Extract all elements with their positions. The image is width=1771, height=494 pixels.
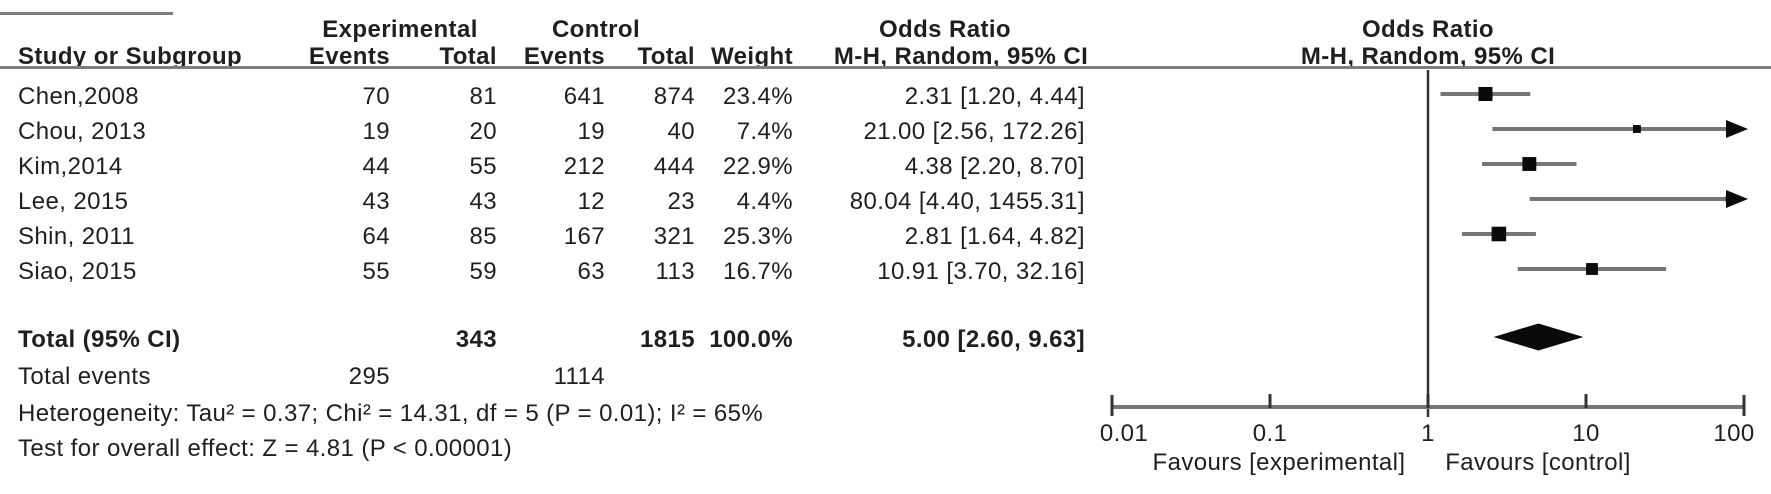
axis-tick-label: 100 — [1713, 420, 1755, 447]
cell-exp-total: 55 — [469, 153, 497, 180]
cell-weight: 4.4% — [736, 188, 793, 215]
table-row: Shin, 2011 64 85 167 321 25.3% 2.81 [1.64, 4.8… — [0, 222, 1771, 252]
cell-ctrl-events: 212 — [563, 153, 605, 180]
header-exp-total: Total — [439, 43, 497, 70]
cell-ci-text: 10.91 [3.70, 32.16] — [877, 258, 1085, 285]
cell-exp-events: 295 — [348, 363, 390, 390]
cell-ctrl-events: 63 — [577, 258, 605, 285]
header-mh-ci-plot: M-H, Random, 95% CI — [1300, 43, 1556, 70]
axis-tick-label: 10 — [1572, 420, 1600, 447]
cell-study: Lee, 2015 — [18, 188, 129, 215]
cell-exp-total: 343 — [455, 326, 497, 353]
cell-exp-events: 44 — [362, 153, 390, 180]
cell-ci-text: 21.00 [2.56, 172.26] — [863, 118, 1085, 145]
cell-ctrl-total: 444 — [653, 153, 695, 180]
table-row: Siao, 2015 55 59 63 113 16.7% 10.91 [3.70, 32.… — [0, 257, 1771, 287]
table-row: Kim,2014 44 55 212 444 22.9% 4.38 [2.20, 8.70] — [0, 152, 1771, 182]
top-left-rule-fragment — [0, 12, 173, 15]
cell-weight: 7.4% — [736, 118, 793, 145]
heterogeneity-text: Heterogeneity: Tau² = 0.37; Chi² = 14.31… — [18, 400, 764, 427]
header-mh-ci-text: M-H, Random, 95% CI — [833, 43, 1089, 70]
cell-ctrl-total: 40 — [667, 118, 695, 145]
cell-ci-text: 4.38 [2.20, 8.70] — [904, 153, 1085, 180]
favours-experimental-label: Favours [experimental] — [1152, 449, 1406, 476]
cell-ci-text: 2.81 [1.64, 4.82] — [904, 223, 1085, 250]
cell-exp-events: 70 — [362, 83, 390, 110]
cell-exp-total: 43 — [469, 188, 497, 215]
cell-ctrl-total: 1815 — [640, 326, 695, 353]
table-row: Chen,2008 70 81 641 874 23.4% 2.31 [1.20, 4.44… — [0, 82, 1771, 112]
cell-ci-text: 2.31 [1.20, 4.44] — [904, 83, 1085, 110]
cell-total-events-label: Total events — [18, 363, 151, 390]
cell-study: Shin, 2011 — [18, 223, 135, 250]
table-row: Chou, 2013 19 20 19 40 7.4% 21.00 [2.56, 172.2… — [0, 117, 1771, 147]
header-odds-ratio-text: Odds Ratio — [878, 16, 1012, 43]
cell-ctrl-events: 12 — [577, 188, 605, 215]
cell-ctrl-total: 23 — [667, 188, 695, 215]
header-experimental: Experimental — [322, 16, 478, 43]
cell-exp-total: 81 — [469, 83, 497, 110]
header-ctrl-events: Events — [523, 43, 605, 70]
cell-ctrl-events: 1114 — [553, 363, 605, 390]
cell-study: Kim,2014 — [18, 153, 123, 180]
cell-exp-total: 59 — [469, 258, 497, 285]
table-row: Lee, 2015 43 43 12 23 4.4% 80.04 [4.40, 1455.3… — [0, 187, 1771, 217]
cell-ctrl-events: 641 — [563, 83, 605, 110]
cell-total-label: Total (95% CI) — [18, 326, 181, 353]
cell-study: Siao, 2015 — [18, 258, 137, 285]
cell-weight: 25.3% — [722, 223, 793, 250]
header-ctrl-total: Total — [637, 43, 695, 70]
cell-ctrl-total: 113 — [655, 258, 695, 285]
axis-tick-label: 0.1 — [1252, 420, 1288, 447]
axis-tick-label: 1 — [1421, 420, 1435, 447]
header-control: Control — [551, 16, 641, 43]
axis-tick-label: 0.01 — [1099, 420, 1149, 447]
cell-study: Chen,2008 — [18, 83, 140, 110]
cell-study: Chou, 2013 — [18, 118, 147, 145]
cell-weight: 22.9% — [722, 153, 793, 180]
header-weight: Weight — [711, 43, 793, 70]
cell-ci-text: 80.04 [4.40, 1455.31] — [849, 188, 1085, 215]
cell-weight: 23.4% — [722, 83, 793, 110]
total-row: Total (95% CI) 343 1815 100.0% 5.00 [2.60, 9… — [0, 325, 1771, 355]
overall-effect-text: Test for overall effect: Z = 4.81 (P < 0… — [18, 435, 513, 462]
cell-exp-events: 64 — [362, 223, 390, 250]
total-events-row: Total events 295 1114 — [0, 362, 1771, 392]
cell-exp-total: 20 — [469, 118, 497, 145]
favours-control-label: Favours [control] — [1445, 449, 1631, 476]
cell-ci-text: 5.00 [2.60, 9.63] — [902, 326, 1085, 353]
cell-ctrl-total: 874 — [653, 83, 695, 110]
cell-ctrl-total: 321 — [653, 223, 695, 250]
header-rule — [0, 66, 1771, 69]
cell-exp-events: 55 — [362, 258, 390, 285]
header-study-or-subgroup: Study or Subgroup — [18, 43, 243, 70]
cell-ctrl-events: 19 — [577, 118, 605, 145]
cell-exp-events: 43 — [362, 188, 390, 215]
header-odds-ratio-plot: Odds Ratio — [1361, 16, 1495, 43]
header-exp-events: Events — [308, 43, 390, 70]
cell-weight: 100.0% — [709, 326, 793, 353]
cell-exp-total: 85 — [469, 223, 497, 250]
cell-ctrl-events: 167 — [563, 223, 605, 250]
cell-weight: 16.7% — [722, 258, 793, 285]
cell-exp-events: 19 — [362, 118, 390, 145]
